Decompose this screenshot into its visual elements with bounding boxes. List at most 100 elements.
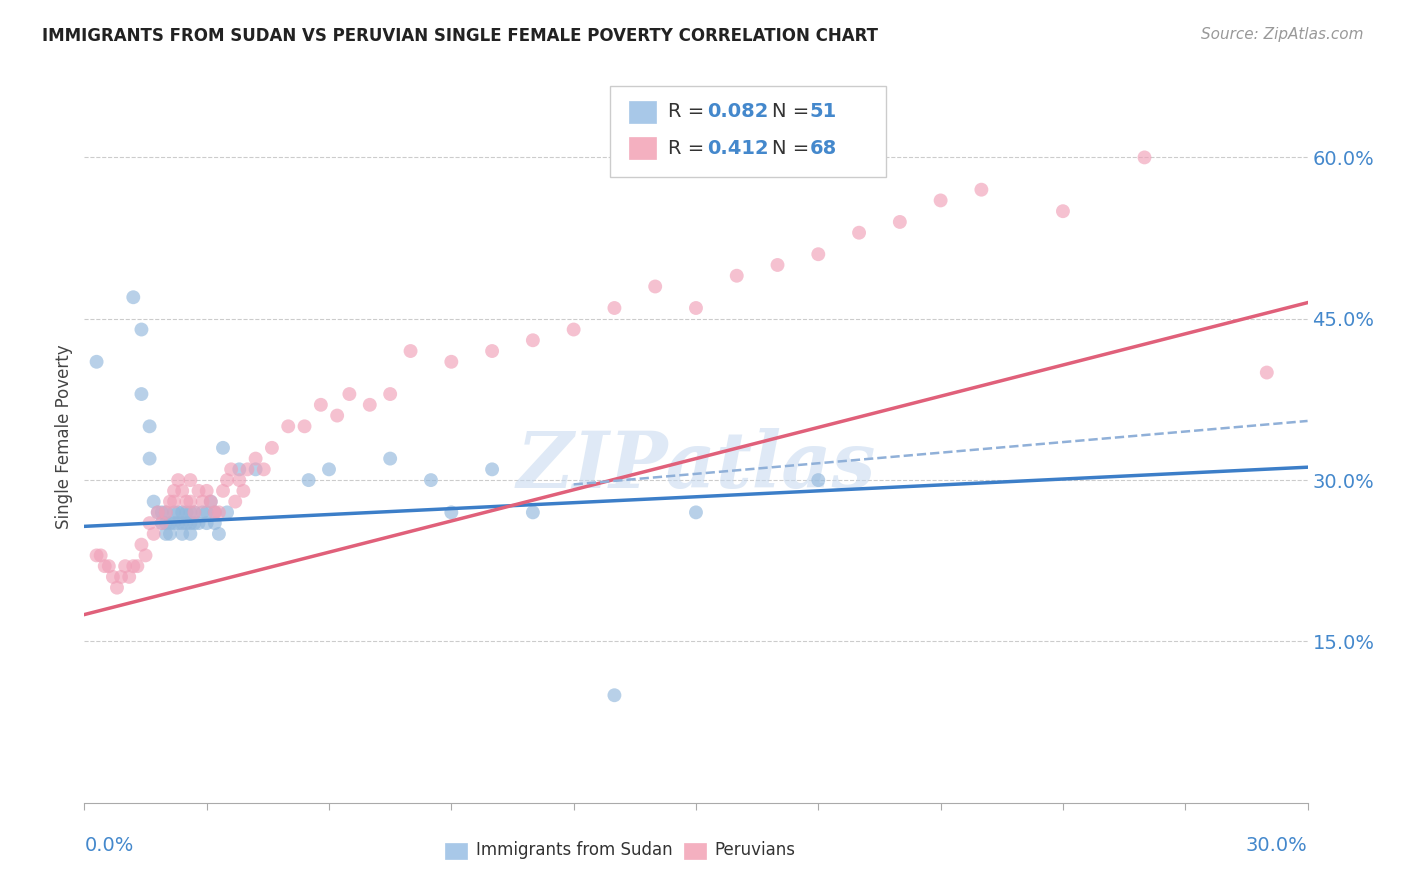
Point bbox=[159, 527, 181, 541]
Point bbox=[260, 441, 283, 455]
FancyBboxPatch shape bbox=[628, 137, 655, 159]
Text: Immigrants from Sudan: Immigrants from Sudan bbox=[475, 841, 672, 859]
Point bbox=[200, 494, 222, 508]
Text: N =: N = bbox=[772, 138, 815, 158]
Point bbox=[172, 505, 194, 519]
Point bbox=[889, 215, 911, 229]
FancyBboxPatch shape bbox=[610, 86, 886, 178]
Point bbox=[1256, 366, 1278, 380]
Text: 0.0%: 0.0% bbox=[84, 836, 134, 855]
Point bbox=[522, 333, 544, 347]
Point bbox=[725, 268, 748, 283]
Text: ZIPatlas: ZIPatlas bbox=[516, 428, 876, 505]
Point bbox=[224, 494, 246, 508]
Point bbox=[179, 505, 201, 519]
Point bbox=[522, 505, 544, 519]
Point bbox=[172, 516, 194, 530]
Point bbox=[179, 494, 201, 508]
Point bbox=[195, 516, 218, 530]
Point bbox=[929, 194, 952, 208]
Point bbox=[294, 419, 316, 434]
Point bbox=[253, 462, 276, 476]
Point bbox=[204, 505, 226, 519]
Point bbox=[150, 505, 173, 519]
Point bbox=[155, 505, 177, 519]
Point bbox=[245, 462, 267, 476]
Point bbox=[163, 494, 186, 508]
Point bbox=[122, 559, 145, 574]
Point bbox=[766, 258, 789, 272]
Point bbox=[114, 559, 136, 574]
Point bbox=[420, 473, 443, 487]
Point bbox=[217, 505, 239, 519]
Point bbox=[138, 451, 160, 466]
Point bbox=[159, 516, 181, 530]
Text: 0.082: 0.082 bbox=[707, 102, 768, 121]
Point bbox=[90, 549, 112, 563]
Point bbox=[195, 505, 218, 519]
Point bbox=[219, 462, 242, 476]
Point bbox=[228, 462, 250, 476]
Point bbox=[970, 183, 993, 197]
Point bbox=[174, 505, 197, 519]
Point bbox=[399, 344, 422, 359]
Point bbox=[204, 505, 226, 519]
Point bbox=[93, 559, 115, 574]
Point bbox=[380, 387, 402, 401]
Point bbox=[326, 409, 349, 423]
Point bbox=[142, 527, 165, 541]
Point bbox=[146, 505, 169, 519]
Point bbox=[481, 462, 503, 476]
Point bbox=[172, 483, 194, 498]
Point bbox=[167, 505, 190, 519]
Point bbox=[183, 516, 205, 530]
Point bbox=[200, 494, 222, 508]
Point bbox=[138, 516, 160, 530]
Point bbox=[440, 355, 463, 369]
Point bbox=[1052, 204, 1074, 219]
Point bbox=[172, 527, 194, 541]
Point bbox=[155, 516, 177, 530]
FancyBboxPatch shape bbox=[683, 843, 706, 859]
Point bbox=[481, 344, 503, 359]
Text: R =: R = bbox=[668, 102, 710, 121]
Point bbox=[208, 505, 231, 519]
Point bbox=[150, 516, 173, 530]
Point bbox=[138, 419, 160, 434]
Point bbox=[155, 527, 177, 541]
Point bbox=[339, 387, 361, 401]
Point bbox=[131, 538, 153, 552]
Point bbox=[848, 226, 870, 240]
Point bbox=[603, 688, 626, 702]
Point bbox=[86, 355, 108, 369]
Point bbox=[217, 473, 239, 487]
Point bbox=[603, 301, 626, 315]
Point bbox=[101, 570, 124, 584]
Point bbox=[380, 451, 402, 466]
Point bbox=[309, 398, 332, 412]
Text: 0.412: 0.412 bbox=[707, 138, 769, 158]
Point bbox=[277, 419, 299, 434]
Point bbox=[97, 559, 120, 574]
Point bbox=[167, 473, 190, 487]
Point bbox=[440, 505, 463, 519]
Point bbox=[212, 483, 235, 498]
Point bbox=[122, 290, 145, 304]
Text: 51: 51 bbox=[810, 102, 837, 121]
Point bbox=[179, 527, 201, 541]
Point bbox=[183, 505, 205, 519]
Point bbox=[236, 462, 259, 476]
Point bbox=[187, 516, 209, 530]
Point bbox=[807, 247, 830, 261]
Point bbox=[163, 516, 186, 530]
Point bbox=[1133, 150, 1156, 164]
Point bbox=[159, 494, 181, 508]
Point bbox=[110, 570, 132, 584]
Text: N =: N = bbox=[772, 102, 815, 121]
Point bbox=[212, 441, 235, 455]
Point bbox=[685, 505, 707, 519]
Text: IMMIGRANTS FROM SUDAN VS PERUVIAN SINGLE FEMALE POVERTY CORRELATION CHART: IMMIGRANTS FROM SUDAN VS PERUVIAN SINGLE… bbox=[42, 27, 879, 45]
Point bbox=[359, 398, 381, 412]
Point bbox=[127, 559, 149, 574]
Point bbox=[135, 549, 157, 563]
